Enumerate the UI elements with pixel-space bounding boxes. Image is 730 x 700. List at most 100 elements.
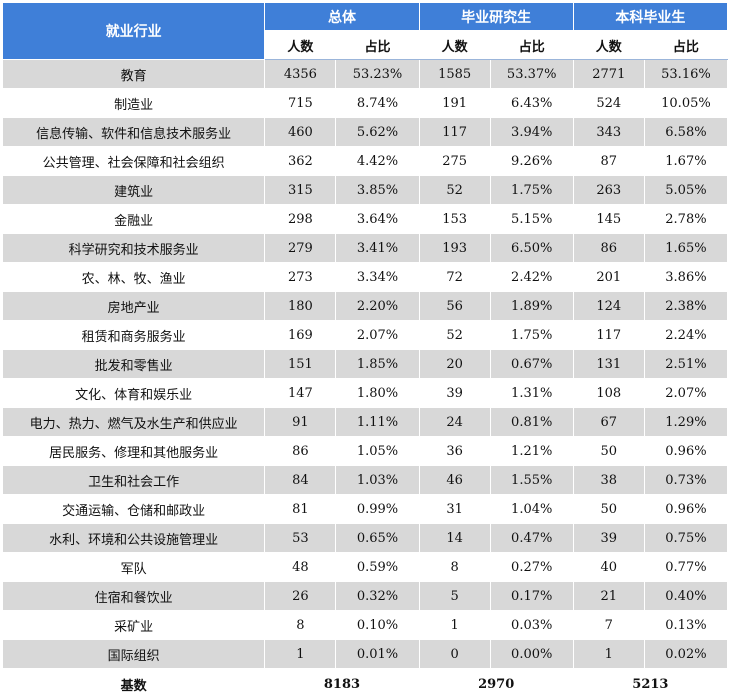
graduate-count-cell: 275: [418, 146, 491, 176]
undergraduate-count-cell: 86: [572, 233, 645, 263]
undergraduate-count-cell: 50: [572, 436, 645, 466]
graduate-count-cell: 14: [418, 523, 491, 553]
table-row: 住宿和餐饮业 26 0.32% 5 0.17% 21 0.40%: [1, 581, 729, 611]
table-row: 房地产业 180 2.20% 56 1.89% 124 2.38%: [1, 291, 729, 321]
undergraduate-count-cell: 1: [572, 639, 645, 669]
table-body: 教育 4356 53.23% 1585 53.37% 2771 53.16% 制…: [1, 59, 729, 669]
graduate-count-cell: 1: [418, 610, 491, 640]
total-count-cell: 26: [264, 581, 337, 611]
table-row: 文化、体育和娱乐业 147 1.80% 39 1.31% 108 2.07%: [1, 378, 729, 408]
table-row: 制造业 715 8.74% 191 6.43% 524 10.05%: [1, 88, 729, 118]
total-count-cell: 1: [264, 639, 337, 669]
undergraduate-ratio-cell: 0.40%: [643, 581, 729, 611]
undergraduate-count-cell: 263: [572, 175, 645, 205]
undergraduate-ratio-cell: 10.05%: [643, 88, 729, 118]
base-undergraduate: 5213: [572, 668, 729, 700]
graduate-ratio-cell: 1.89%: [489, 291, 574, 321]
total-ratio-cell: 0.01%: [335, 639, 420, 669]
undergraduate-ratio-cell: 0.73%: [643, 465, 729, 495]
table-row: 水利、环境和公共设施管理业 53 0.65% 14 0.47% 39 0.75%: [1, 523, 729, 553]
graduate-count-cell: 56: [418, 291, 491, 321]
undergraduate-ratio-cell: 53.16%: [643, 59, 729, 89]
graduate-count-cell: 153: [418, 204, 491, 234]
total-ratio-cell: 4.42%: [335, 146, 420, 176]
header-group-graduate: 毕业研究生: [418, 2, 574, 31]
table-row: 信息传输、软件和信息技术服务业 460 5.62% 117 3.94% 343 …: [1, 117, 729, 147]
header-count: 人数: [418, 30, 491, 60]
total-count-cell: 91: [264, 407, 337, 437]
header-industry: 就业行业: [1, 2, 266, 60]
graduate-ratio-cell: 53.37%: [489, 59, 574, 89]
undergraduate-ratio-cell: 5.05%: [643, 175, 729, 205]
total-ratio-cell: 3.85%: [335, 175, 420, 205]
graduate-count-cell: 0: [418, 639, 491, 669]
undergraduate-count-cell: 21: [572, 581, 645, 611]
graduate-ratio-cell: 0.27%: [489, 552, 574, 582]
undergraduate-ratio-cell: 2.07%: [643, 378, 729, 408]
table-row: 国际组织 1 0.01% 0 0.00% 1 0.02%: [1, 639, 729, 669]
graduate-count-cell: 117: [418, 117, 491, 147]
graduate-count-cell: 8: [418, 552, 491, 582]
undergraduate-count-cell: 2771: [572, 59, 645, 89]
graduate-ratio-cell: 0.47%: [489, 523, 574, 553]
header-count: 人数: [572, 30, 645, 60]
base-label: 基数: [1, 668, 266, 700]
base-graduate: 2970: [418, 668, 574, 700]
undergraduate-ratio-cell: 6.58%: [643, 117, 729, 147]
total-count-cell: 86: [264, 436, 337, 466]
industry-cell: 国际组织: [1, 639, 266, 669]
undergraduate-count-cell: 40: [572, 552, 645, 582]
graduate-count-cell: 46: [418, 465, 491, 495]
graduate-ratio-cell: 1.31%: [489, 378, 574, 408]
table-row: 租赁和商务服务业 169 2.07% 52 1.75% 117 2.24%: [1, 320, 729, 350]
total-ratio-cell: 0.59%: [335, 552, 420, 582]
table-row: 交通运输、仓储和邮政业 81 0.99% 31 1.04% 50 0.96%: [1, 494, 729, 524]
undergraduate-count-cell: 201: [572, 262, 645, 292]
header-ratio: 占比: [643, 30, 729, 60]
undergraduate-ratio-cell: 2.24%: [643, 320, 729, 350]
total-count-cell: 81: [264, 494, 337, 524]
undergraduate-count-cell: 117: [572, 320, 645, 350]
total-ratio-cell: 5.62%: [335, 117, 420, 147]
total-count-cell: 8: [264, 610, 337, 640]
total-ratio-cell: 3.34%: [335, 262, 420, 292]
undergraduate-ratio-cell: 1.65%: [643, 233, 729, 263]
table-row: 居民服务、修理和其他服务业 86 1.05% 36 1.21% 50 0.96%: [1, 436, 729, 466]
graduate-ratio-cell: 5.15%: [489, 204, 574, 234]
industry-cell: 电力、热力、燃气及水生产和供应业: [1, 407, 266, 437]
table-row: 电力、热力、燃气及水生产和供应业 91 1.11% 24 0.81% 67 1.…: [1, 407, 729, 437]
graduate-count-cell: 31: [418, 494, 491, 524]
graduate-ratio-cell: 1.04%: [489, 494, 574, 524]
total-ratio-cell: 1.85%: [335, 349, 420, 379]
undergraduate-ratio-cell: 0.75%: [643, 523, 729, 553]
industry-cell: 农、林、牧、渔业: [1, 262, 266, 292]
total-count-cell: 147: [264, 378, 337, 408]
undergraduate-ratio-cell: 2.38%: [643, 291, 729, 321]
undergraduate-ratio-cell: 0.02%: [643, 639, 729, 669]
graduate-ratio-cell: 9.26%: [489, 146, 574, 176]
total-count-cell: 180: [264, 291, 337, 321]
undergraduate-count-cell: 50: [572, 494, 645, 524]
total-ratio-cell: 1.05%: [335, 436, 420, 466]
total-ratio-cell: 0.10%: [335, 610, 420, 640]
total-count-cell: 48: [264, 552, 337, 582]
graduate-count-cell: 52: [418, 175, 491, 205]
industry-cell: 教育: [1, 59, 266, 89]
total-count-cell: 151: [264, 349, 337, 379]
industry-cell: 信息传输、软件和信息技术服务业: [1, 117, 266, 147]
total-ratio-cell: 1.11%: [335, 407, 420, 437]
total-ratio-cell: 0.65%: [335, 523, 420, 553]
total-count-cell: 53: [264, 523, 337, 553]
total-ratio-cell: 2.07%: [335, 320, 420, 350]
total-count-cell: 4356: [264, 59, 337, 89]
industry-cell: 军队: [1, 552, 266, 582]
undergraduate-count-cell: 38: [572, 465, 645, 495]
table-row: 批发和零售业 151 1.85% 20 0.67% 131 2.51%: [1, 349, 729, 379]
total-count-cell: 298: [264, 204, 337, 234]
base-total: 8183: [264, 668, 420, 700]
table-row: 教育 4356 53.23% 1585 53.37% 2771 53.16%: [1, 59, 729, 89]
graduate-ratio-cell: 0.81%: [489, 407, 574, 437]
industry-cell: 房地产业: [1, 291, 266, 321]
undergraduate-ratio-cell: 0.96%: [643, 494, 729, 524]
total-count-cell: 315: [264, 175, 337, 205]
